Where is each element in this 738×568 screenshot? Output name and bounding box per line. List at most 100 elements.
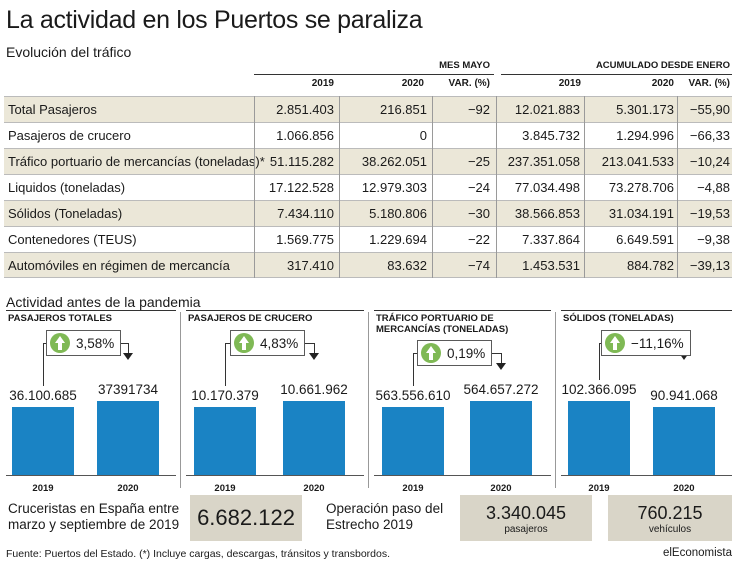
cell: 1.569.775 bbox=[276, 232, 334, 247]
change-badge: 3,58% bbox=[46, 330, 122, 356]
cell: 17.122.528 bbox=[268, 180, 334, 195]
cell: 884.782 bbox=[627, 258, 674, 273]
cell: −24 bbox=[467, 180, 490, 195]
cell: −9,38 bbox=[697, 232, 730, 247]
row-label: Sólidos (Toneladas) bbox=[8, 206, 123, 221]
cell: 31.034.191 bbox=[608, 206, 674, 221]
cell: −30 bbox=[467, 206, 490, 221]
bar-2020 bbox=[283, 401, 345, 475]
bar-value-label: 10.170.379 bbox=[191, 388, 259, 403]
change-value: 4,83% bbox=[260, 335, 299, 351]
x-tick-label: 2020 bbox=[673, 483, 695, 494]
cell: −66,33 bbox=[689, 128, 730, 143]
panel-top-rule bbox=[6, 310, 176, 311]
x-tick-label: 2020 bbox=[117, 483, 139, 494]
change-connector-stem bbox=[501, 353, 502, 363]
x-tick-label: 2020 bbox=[490, 483, 512, 494]
panel-top-rule bbox=[186, 310, 364, 311]
change-badge: 0,19% bbox=[417, 340, 493, 366]
arrow-up-circle-icon bbox=[50, 333, 70, 353]
cell: 7.434.110 bbox=[277, 206, 334, 221]
arrow-down-icon bbox=[123, 353, 133, 360]
chart-baseline bbox=[561, 475, 732, 476]
col-header: VAR. (%) bbox=[448, 78, 490, 89]
cell: −39,13 bbox=[689, 258, 730, 273]
arrow-up-circle-icon bbox=[421, 343, 441, 363]
bar-2020 bbox=[653, 407, 715, 475]
bar-value-label: 37391734 bbox=[97, 382, 159, 397]
cell: −74 bbox=[467, 258, 490, 273]
bar-2020 bbox=[470, 401, 532, 475]
cell: −10,24 bbox=[689, 154, 730, 169]
arrow-down-icon bbox=[309, 353, 319, 360]
panel-top-rule bbox=[374, 310, 551, 311]
bar-value-label: 10.661.962 bbox=[280, 382, 348, 397]
cell: 2.851.403 bbox=[276, 102, 334, 117]
cell: 77.034.498 bbox=[514, 180, 580, 195]
vehicles-summary-unit: vehículos bbox=[648, 524, 692, 535]
panel-divider bbox=[368, 312, 369, 488]
table-row: Pasajeros de crucero 1.066.856 0 3.845.7… bbox=[4, 122, 732, 148]
column-divider bbox=[339, 96, 340, 278]
change-badge: 4,83% bbox=[230, 330, 306, 356]
col-header: 2020 bbox=[401, 78, 424, 89]
vehicles-summary-value: 760.215 bbox=[637, 503, 703, 523]
change-value: −11,16% bbox=[631, 335, 684, 351]
cell: −25 bbox=[467, 154, 490, 169]
cell: 73.278.706 bbox=[608, 180, 674, 195]
bar-2019 bbox=[12, 407, 74, 475]
change-value: 0,19% bbox=[447, 345, 486, 361]
table-row: Sólidos (Toneladas) 7.434.110 5.180.806 … bbox=[4, 200, 732, 226]
change-badge: −11,16% bbox=[601, 330, 691, 356]
strait-summary-label: Operación paso del Estrecho 2019 bbox=[326, 501, 444, 532]
cell: −22 bbox=[467, 232, 490, 247]
column-divider bbox=[677, 96, 678, 278]
row-label: Total Pasajeros bbox=[8, 102, 97, 117]
x-tick-label: 2019 bbox=[32, 483, 54, 494]
cell: 1.453.531 bbox=[522, 258, 580, 273]
chart-title: PASAJEROS DE CRUCERO bbox=[188, 313, 313, 324]
row-label: Liquidos (toneladas) bbox=[8, 180, 126, 195]
table-row: Total Pasajeros 2.851.403 216.851 −92 12… bbox=[4, 96, 732, 122]
bar-2019 bbox=[194, 407, 256, 475]
group-line-accumulated bbox=[501, 74, 732, 75]
passengers-summary-value: 3.340.045 bbox=[485, 503, 567, 523]
cruise-summary-box: 6.682.122 bbox=[190, 495, 302, 541]
cell: 38.566.853 bbox=[514, 206, 580, 221]
chart-title: PASAJEROS TOTALES bbox=[8, 313, 112, 324]
cell: −4,88 bbox=[697, 180, 730, 195]
cell: 1.066.856 bbox=[276, 128, 334, 143]
bar-2020 bbox=[97, 401, 159, 475]
change-connector-stem bbox=[128, 343, 129, 353]
arrow-down-icon bbox=[679, 353, 689, 360]
bar-chart-panel: SÓLIDOS (TONELADAS) 102.366.095 2019 90.941… bbox=[561, 310, 732, 494]
cell: 5.180.806 bbox=[369, 206, 427, 221]
page-subtitle: Evolución del tráfico bbox=[6, 44, 132, 60]
change-connector-stem bbox=[314, 343, 315, 353]
chart-title: TRÁFICO PORTUARIO DE MERCANCÍAS (TONELAD… bbox=[376, 313, 509, 335]
panel-top-rule bbox=[561, 310, 732, 311]
cell: −55,90 bbox=[689, 102, 730, 117]
bar-chart-panel: PASAJEROS TOTALES 36.100.685 2019 37391734 2… bbox=[6, 310, 176, 494]
column-divider bbox=[496, 96, 497, 278]
x-tick-label: 2019 bbox=[402, 483, 424, 494]
arrow-down-icon bbox=[496, 363, 506, 370]
table-row: Contenedores (TEUS) 1.569.775 1.229.694 … bbox=[4, 226, 732, 252]
group-header-accumulated: ACUMULADO DESDE ENERO bbox=[595, 60, 730, 71]
bar-value-label: 563.556.610 bbox=[375, 388, 451, 403]
table-row: Liquidos (toneladas) 17.122.528 12.979.3… bbox=[4, 174, 732, 200]
chart-baseline bbox=[6, 475, 176, 476]
bar-value-label: 102.366.095 bbox=[561, 382, 637, 397]
bar-2019 bbox=[568, 401, 630, 475]
arrow-up-circle-icon bbox=[605, 333, 625, 353]
panel-divider bbox=[180, 312, 181, 488]
table-row: Automóviles en régimen de mercancía 317.… bbox=[4, 252, 732, 278]
col-header: 2020 bbox=[651, 78, 674, 89]
cell: 317.410 bbox=[287, 258, 334, 273]
cell: 216.851 bbox=[380, 102, 427, 117]
cell: 5.301.173 bbox=[616, 102, 674, 117]
bar-value-label: 90.941.068 bbox=[650, 388, 718, 403]
vehicles-summary-box: 760.215 vehículos bbox=[608, 495, 732, 541]
x-tick-label: 2019 bbox=[588, 483, 610, 494]
bar-chart-panel: PASAJEROS DE CRUCERO 10.170.379 2019 10.661… bbox=[186, 310, 364, 494]
